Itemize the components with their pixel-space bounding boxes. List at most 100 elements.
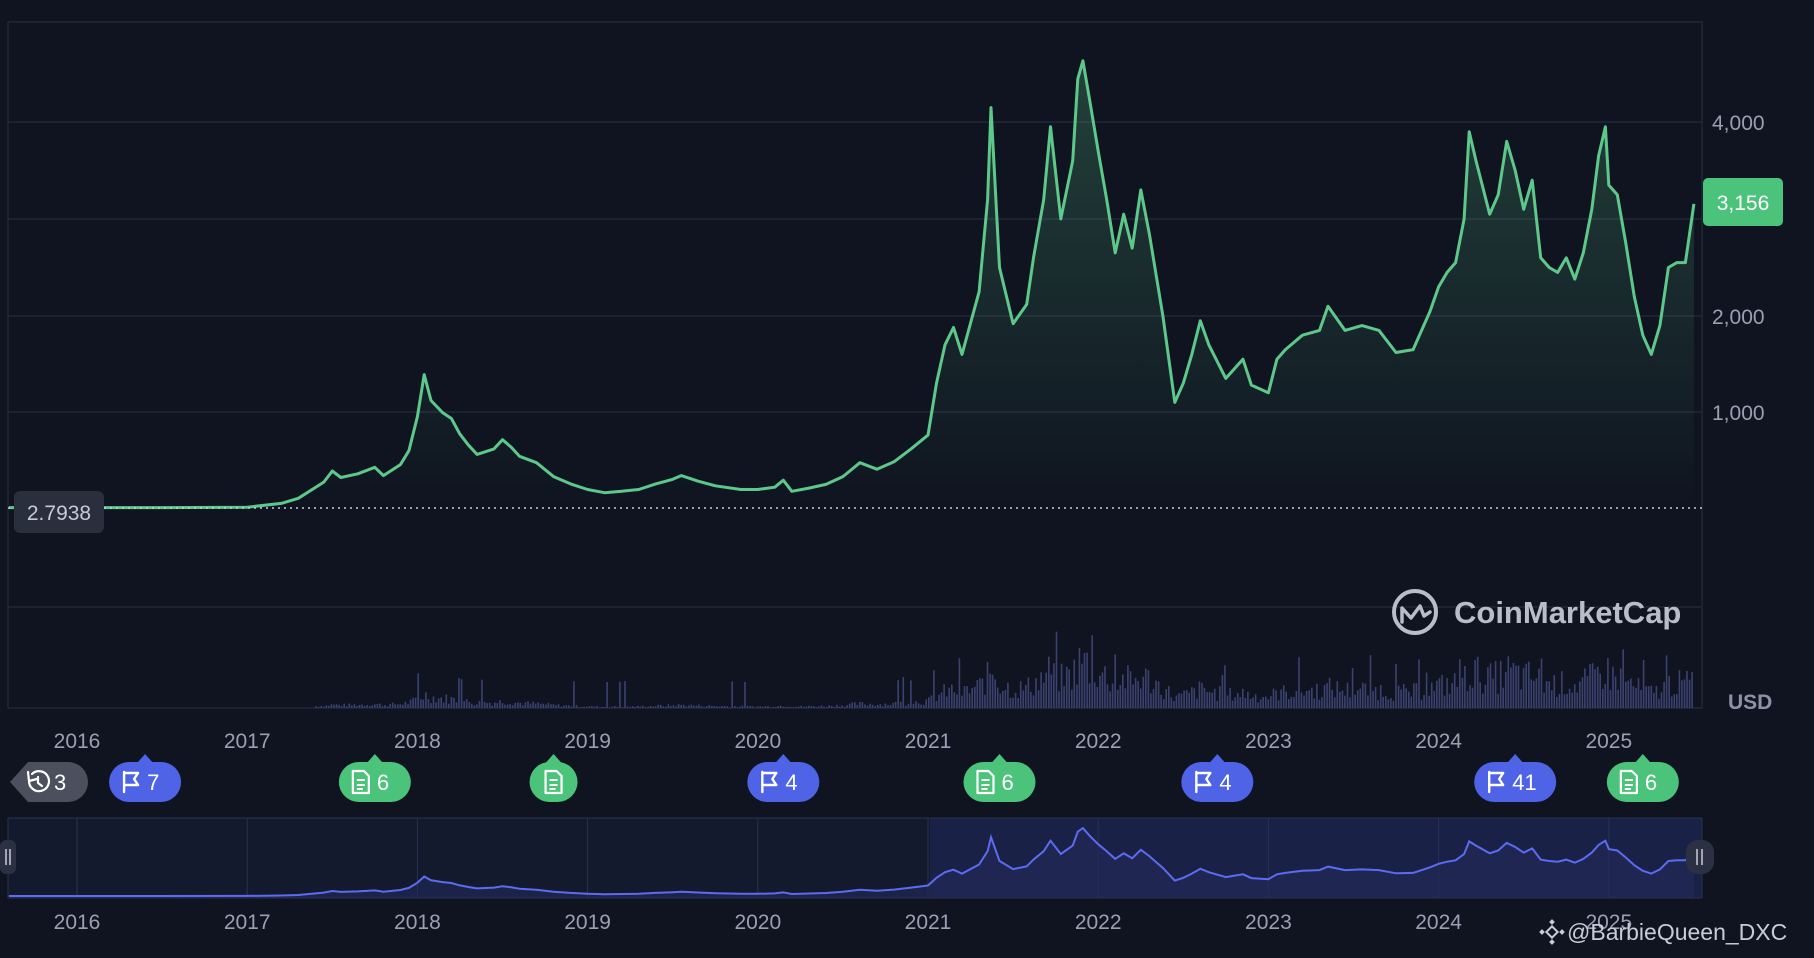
volume-bar (1068, 669, 1070, 708)
volume-bar (1032, 695, 1035, 708)
volume-bar (570, 706, 573, 708)
volume-bar (1088, 683, 1091, 708)
volume-bar (1262, 697, 1264, 708)
volume-bar (435, 702, 437, 708)
volume-bar (1300, 692, 1303, 708)
volume-bar (1586, 676, 1589, 708)
volume-bar (430, 703, 432, 708)
volume-bar (1640, 690, 1642, 708)
volume-bar (1106, 684, 1109, 708)
volume-bar (402, 704, 404, 708)
volume-bar (815, 707, 818, 708)
volume-bar (481, 679, 483, 708)
volume-bar (1160, 694, 1162, 708)
volume-bar (468, 701, 471, 708)
volume-bar (1173, 701, 1175, 708)
volume-bar (894, 701, 897, 708)
volume-bar (1604, 683, 1607, 708)
volume-bar (1436, 680, 1438, 708)
event-markers[interactable]: 3 7 6 4 6 4 41 6 (10, 754, 1679, 802)
event-pill-doc[interactable]: 6 (338, 754, 411, 802)
volume-bar (404, 701, 407, 708)
volume-bar (1027, 677, 1030, 708)
event-pill-flag[interactable]: 4 (1181, 754, 1254, 802)
volume-bar (575, 705, 578, 708)
volume-bar (1191, 687, 1193, 708)
volume-bar (478, 701, 481, 708)
volume-bar (1647, 686, 1650, 708)
volume-bar (986, 661, 989, 708)
navigator-left-handle[interactable] (0, 840, 16, 874)
volume-bar (1459, 659, 1461, 708)
volume-bar (1326, 683, 1328, 708)
volume-bar (317, 706, 320, 708)
volume-bar (1596, 666, 1599, 708)
volume-bar (1609, 690, 1612, 708)
volume-bar (463, 700, 465, 708)
volume-bar (506, 704, 509, 708)
x-tick-label: 2024 (1415, 730, 1462, 753)
event-pill-history[interactable]: 3 (10, 762, 88, 802)
volume-bar (1114, 654, 1116, 708)
volume-bar (726, 706, 728, 708)
volume-bar (1234, 697, 1236, 708)
volume-bar (588, 706, 591, 708)
volume-bar (654, 706, 657, 708)
x-tick-label: 2018 (394, 730, 441, 753)
volume-bar (1540, 658, 1543, 708)
volume-bar (802, 706, 805, 708)
volume-bar (1055, 631, 1058, 708)
volume-bar (1012, 697, 1014, 708)
volume-bar (611, 706, 613, 708)
x-tick-label: 2016 (54, 730, 101, 753)
volume-bar (1231, 700, 1234, 708)
volume-bar (1556, 697, 1558, 708)
volume-bar (1042, 682, 1045, 708)
volume-bar (1548, 681, 1550, 708)
event-pill-doc[interactable]: 6 (963, 754, 1036, 802)
volume-bar (330, 704, 333, 708)
volume-bar (1053, 663, 1055, 708)
event-pill-flag[interactable]: 41 (1474, 754, 1557, 802)
volume-bar (1482, 693, 1484, 708)
volume-bar (693, 705, 695, 708)
event-pill-flag[interactable]: 7 (109, 754, 182, 802)
event-count: 6 (1001, 770, 1013, 795)
volume-bar (1505, 672, 1507, 708)
volume-bar (1479, 682, 1481, 708)
volume-bar (843, 706, 846, 708)
volume-bar (366, 705, 368, 708)
volume-bar (1219, 686, 1221, 708)
volume-bar (1492, 678, 1494, 708)
volume-bar (460, 679, 463, 708)
volume-bar (705, 706, 708, 708)
volume-bar (637, 705, 639, 708)
volume-bar (399, 704, 402, 708)
volume-bar (1213, 688, 1216, 708)
volume-bar (685, 706, 688, 708)
volume-bar (1591, 663, 1594, 708)
range-navigator[interactable] (0, 817, 1714, 899)
volume-bar (790, 707, 792, 708)
volume-bar (1538, 668, 1540, 708)
navigator-right-handle[interactable] (1686, 840, 1714, 874)
volume-bar (1581, 677, 1584, 708)
volume-bar (386, 706, 389, 708)
volume-bar (1683, 679, 1686, 708)
volume-bar (1203, 687, 1206, 708)
x-tick-label: 2025 (1585, 730, 1632, 753)
volume-bar (1147, 670, 1150, 708)
volume-bar (647, 706, 649, 708)
volume-bar (1372, 690, 1374, 708)
volume-bar (1382, 696, 1384, 708)
volume-bar (1607, 657, 1609, 708)
volume-bar (1402, 683, 1405, 708)
volume-bar (1614, 676, 1617, 708)
event-pill-flag[interactable]: 4 (747, 754, 820, 802)
volume-bar (537, 702, 539, 708)
event-pill-doc[interactable] (529, 754, 578, 802)
event-pill-doc[interactable]: 6 (1606, 754, 1679, 802)
volume-bar (1244, 697, 1247, 708)
navigator-tick-label: 2017 (224, 911, 271, 934)
